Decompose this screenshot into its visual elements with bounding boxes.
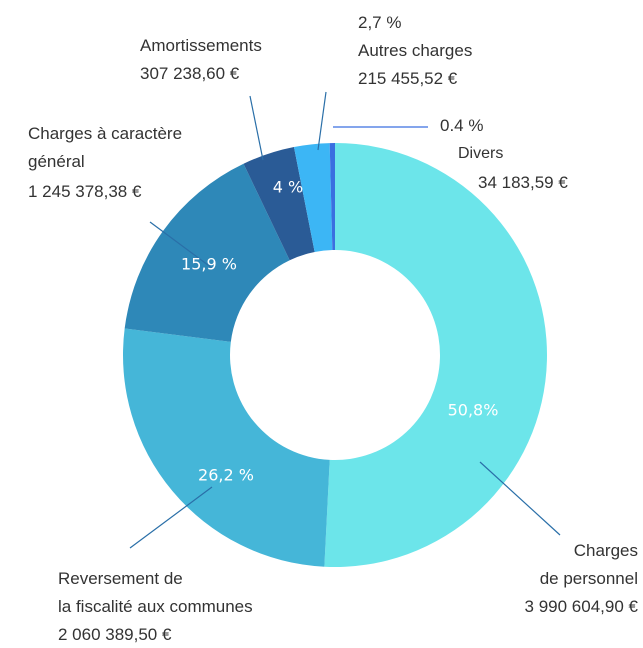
amount-label: 1 245 378,38 € [28,182,142,201]
donut-slice [329,143,335,251]
leader-line [249,95,264,161]
category-label: Divers [458,145,504,162]
donut-slice [293,143,333,252]
percent-label: 50,8% [447,400,499,420]
donut-slice [122,328,330,567]
leader-line [149,221,213,269]
category-label: Charges de personnel [539,541,638,588]
amount-label: 34 183,59 € [478,173,568,192]
amount-label: 2 060 389,50 € [58,625,172,644]
amount-label: 307 238,60 € [140,64,240,83]
donut-slice [324,143,548,567]
percent-label: 0.4 % [440,116,484,135]
amount-label: 3 990 604,90 € [524,597,638,616]
percent-label: 4 % [272,177,304,197]
donut-slice [124,163,290,342]
percent-label: 2,7 % [358,13,402,32]
amount-label: 215 455,52 € [358,69,458,88]
leader-line [129,486,213,549]
category-label: Autres charges [358,41,473,60]
category-label: Reversement de la fiscalité aux communes [58,569,253,616]
leader-line [479,461,561,536]
percent-label: 26,2 % [198,465,254,485]
leader-line [317,91,327,151]
percent-label: 15,9 % [181,254,237,274]
category-label: Charges à caractère général [28,124,183,171]
donut-slice [243,147,315,261]
category-label: Amortissements [140,36,262,55]
